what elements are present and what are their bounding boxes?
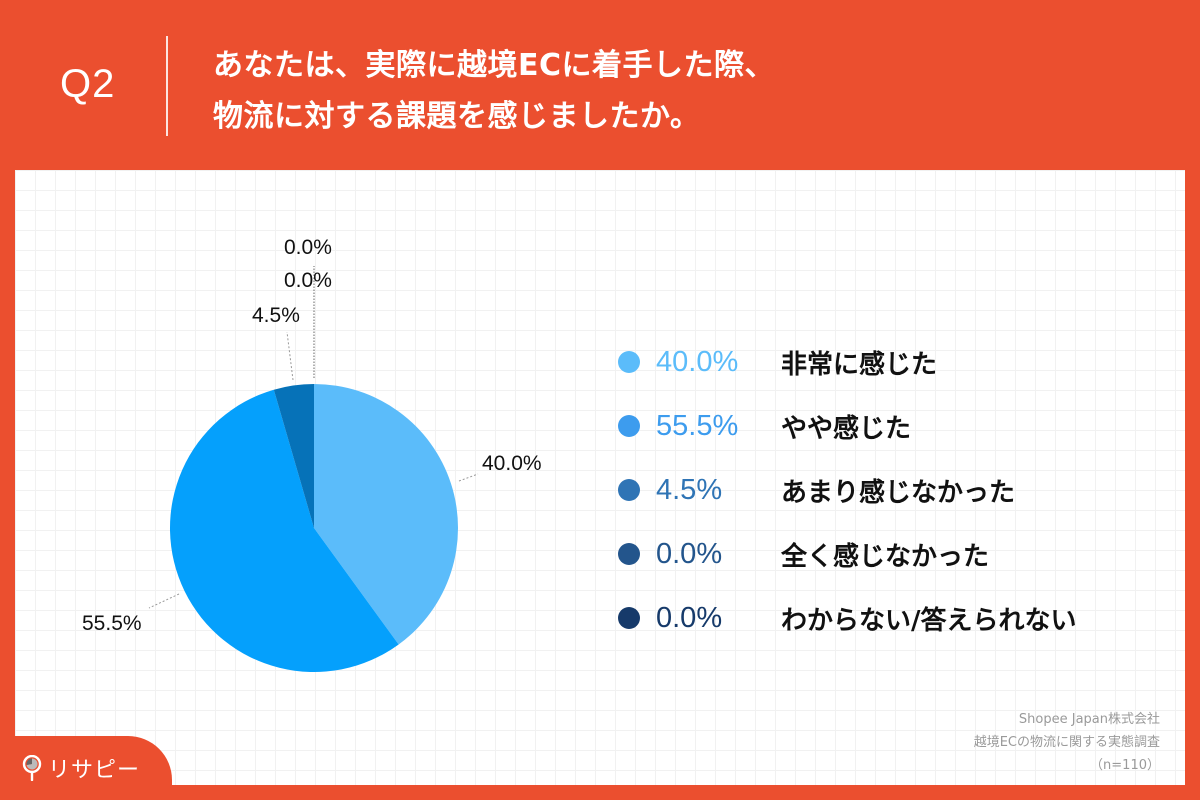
legend-pct: 55.5% (656, 409, 739, 442)
legend-pct: 40.0% (656, 345, 739, 378)
question-title-line1: あなたは、実際に越境ECに着手した際、 (213, 48, 776, 83)
source-sample-size: （n=110） (1090, 758, 1160, 773)
chart-panel (15, 170, 1185, 785)
legend-pct: 0.0% (656, 537, 723, 570)
legend-item-somewhat: 55.5% やや感じた (618, 394, 1077, 458)
legend-dot-icon (618, 415, 640, 437)
legend-pct: 0.0% (656, 601, 723, 634)
question-title: あなたは、実際に越境ECに着手した際、 物流に対する課題を感じましたか。 (213, 40, 775, 142)
legend-label: あまり感じなかった (781, 477, 1016, 508)
legend-dot-icon (618, 543, 640, 565)
legend: 40.0% 非常に感じた 55.5% やや感じた 4.5% あまり感じなかった … (618, 330, 1077, 650)
legend-dot-icon (618, 607, 640, 629)
legend-label: 全く感じなかった (781, 541, 990, 572)
legend-item-very-much: 40.0% 非常に感じた (618, 330, 1077, 394)
brand-logo: リサピー (22, 752, 140, 784)
source-survey: 越境ECの物流に関する実態調査 (973, 735, 1160, 750)
legend-item-not-much: 4.5% あまり感じなかった (618, 458, 1077, 522)
legend-label: やや感じた (781, 413, 912, 444)
legend-item-not-at-all: 0.0% 全く感じなかった (618, 522, 1077, 586)
magnifier-pie-icon (22, 755, 42, 781)
question-title-line2: 物流に対する課題を感じましたか。 (213, 99, 701, 134)
header-divider (166, 36, 168, 136)
legend-item-unknown: 0.0% わからない/答えられない (618, 586, 1077, 650)
legend-label: わからない/答えられない (781, 605, 1077, 636)
legend-dot-icon (618, 479, 640, 501)
legend-label: 非常に感じた (781, 349, 938, 380)
source-company: Shopee Japan株式会社 (1018, 712, 1160, 727)
header-banner: Q2 あなたは、実際に越境ECに着手した際、 物流に対する課題を感じましたか。 (0, 0, 1200, 170)
legend-pct: 4.5% (656, 473, 723, 506)
logo-text: リサピー (48, 758, 141, 783)
question-number: Q2 (60, 62, 116, 106)
legend-dot-icon (618, 351, 640, 373)
source-note: Shopee Japan株式会社 越境ECの物流に関する実態調査 （n=110） (974, 708, 1160, 777)
